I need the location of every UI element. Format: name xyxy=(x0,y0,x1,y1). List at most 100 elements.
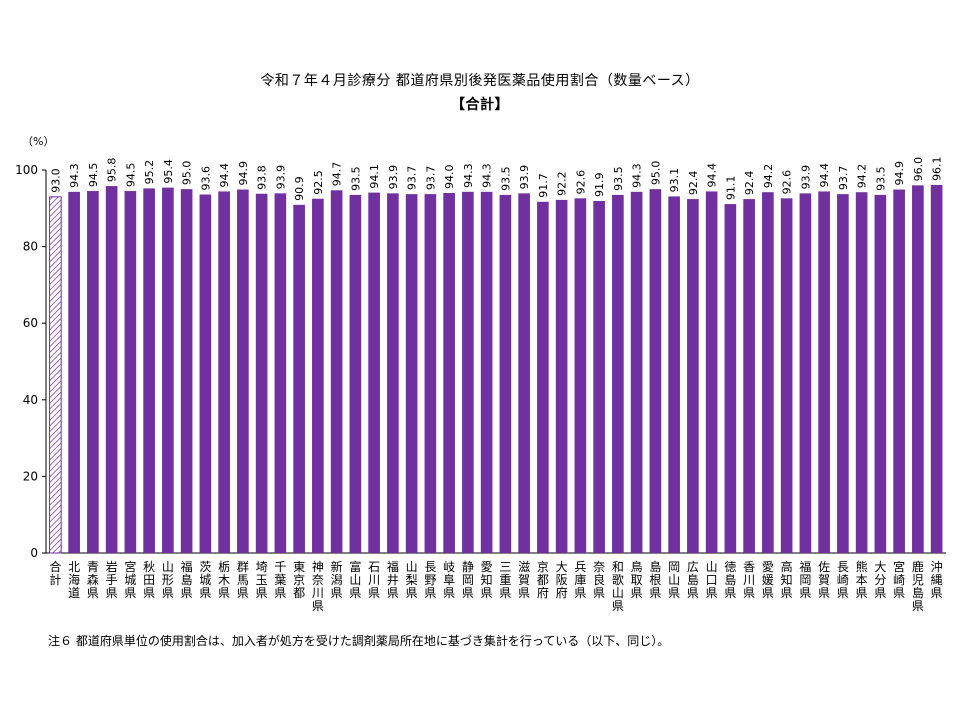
bar xyxy=(649,189,662,553)
bar xyxy=(405,194,418,553)
bar xyxy=(762,192,774,554)
x-tick-label: 山形県 xyxy=(162,560,174,600)
bar xyxy=(293,204,305,553)
data-label: 94.5 xyxy=(87,163,100,188)
x-tick-label: 滋賀県 xyxy=(518,560,530,600)
y-axis-unit-label: （%） xyxy=(22,135,55,148)
data-label: 94.3 xyxy=(631,163,644,188)
bar xyxy=(162,187,174,554)
x-tick-label: 東京都 xyxy=(293,560,305,600)
bar xyxy=(387,193,399,553)
x-tick-label: 山梨県 xyxy=(406,560,418,600)
bar xyxy=(499,194,512,553)
x-tick-label: 群馬県 xyxy=(237,560,249,600)
y-tick-label: 60 xyxy=(23,316,38,330)
x-tick-label: 佐賀県 xyxy=(818,560,830,600)
x-tick-label: 愛知県 xyxy=(481,560,493,600)
data-label: 94.9 xyxy=(237,161,250,186)
bar xyxy=(480,191,493,553)
data-label: 94.2 xyxy=(856,164,869,189)
bar xyxy=(180,189,193,553)
y-tick-label: 80 xyxy=(23,240,38,254)
x-tick-label: 長崎県 xyxy=(837,560,849,600)
x-tick-label: 岩手県 xyxy=(106,559,118,600)
x-tick-label: 兵庫県 xyxy=(574,560,586,600)
x-tick-label: 和歌山県 xyxy=(612,560,624,613)
bar xyxy=(780,198,793,554)
x-tick-label: 宮崎県 xyxy=(893,559,905,600)
bar xyxy=(574,198,587,554)
data-label: 93.6 xyxy=(199,166,212,191)
x-tick-label: 千葉県 xyxy=(274,560,286,600)
bar xyxy=(312,198,324,553)
bar xyxy=(237,189,249,553)
x-tick-label: 鹿児島県 xyxy=(912,559,924,613)
x-tick-label: 秋田県 xyxy=(143,560,155,600)
x-tick-label: 宮城県 xyxy=(124,559,136,600)
bar xyxy=(537,201,549,553)
x-tick-label: 愛媛県 xyxy=(762,560,774,600)
data-label: 94.5 xyxy=(124,163,137,188)
data-label: 93.9 xyxy=(387,165,400,190)
data-label: 94.0 xyxy=(443,164,456,189)
x-tick-label: 大阪府 xyxy=(556,560,568,600)
bar xyxy=(930,184,943,553)
x-tick-label: 京都府 xyxy=(537,560,549,600)
x-tick-label: 山口県 xyxy=(706,560,718,600)
data-label: 92.4 xyxy=(743,171,756,196)
bar xyxy=(105,186,118,553)
data-label: 94.7 xyxy=(331,162,344,187)
data-label: 95.8 xyxy=(106,158,119,183)
data-label: 94.1 xyxy=(368,164,381,189)
x-tick-label: 奈良県 xyxy=(593,560,605,600)
x-tick-label: 三重県 xyxy=(499,560,511,600)
bar xyxy=(837,194,849,553)
data-label: 94.3 xyxy=(481,163,494,188)
bar xyxy=(855,192,868,554)
data-label: 90.9 xyxy=(293,176,306,201)
x-tick-label: 長野県 xyxy=(424,560,436,600)
x-tick-label: 福島県 xyxy=(181,559,193,600)
bar xyxy=(912,185,924,553)
x-tick-label: 青森県 xyxy=(87,560,99,600)
bar xyxy=(443,192,455,554)
x-tick-label: 合計 xyxy=(49,559,61,587)
data-label: 94.2 xyxy=(762,164,775,189)
x-tick-label: 富山県 xyxy=(349,559,361,600)
data-label: 93.5 xyxy=(349,166,362,191)
data-label: 91.9 xyxy=(593,173,606,198)
bar xyxy=(218,191,230,553)
bar xyxy=(368,192,380,554)
x-tick-label: 茨城県 xyxy=(199,560,211,600)
bar xyxy=(630,191,643,553)
data-label: 94.3 xyxy=(68,163,81,188)
data-label: 94.9 xyxy=(893,161,906,186)
x-tick-label: 静岡県 xyxy=(462,560,474,600)
bar xyxy=(743,199,755,553)
x-tick-label: 栃木県 xyxy=(218,560,230,600)
x-tick-label: 鳥取県 xyxy=(631,559,643,600)
data-label: 94.4 xyxy=(818,163,831,188)
x-tick-label: 熊本県 xyxy=(856,559,868,600)
x-tick-label: 神奈川県 xyxy=(312,560,324,613)
bar xyxy=(462,191,474,553)
x-tick-label: 高知県 xyxy=(781,559,793,600)
data-label: 93.9 xyxy=(799,165,812,190)
bar xyxy=(255,193,268,553)
data-label: 91.1 xyxy=(724,176,737,201)
bar xyxy=(555,199,568,553)
x-tick-label: 香川県 xyxy=(743,560,755,600)
x-tick-label: 広島県 xyxy=(687,560,699,600)
data-label: 93.9 xyxy=(274,165,287,190)
data-label: 94.3 xyxy=(462,163,475,188)
bar-total xyxy=(49,196,62,554)
data-label: 93.9 xyxy=(518,165,531,190)
y-tick-label: 40 xyxy=(23,393,38,407)
bar xyxy=(893,189,905,553)
data-label: 94.4 xyxy=(706,163,719,188)
y-tick-label: 100 xyxy=(15,163,38,177)
x-tick-label: 岡山県 xyxy=(668,560,680,600)
bar xyxy=(668,196,680,553)
bar xyxy=(424,194,437,553)
